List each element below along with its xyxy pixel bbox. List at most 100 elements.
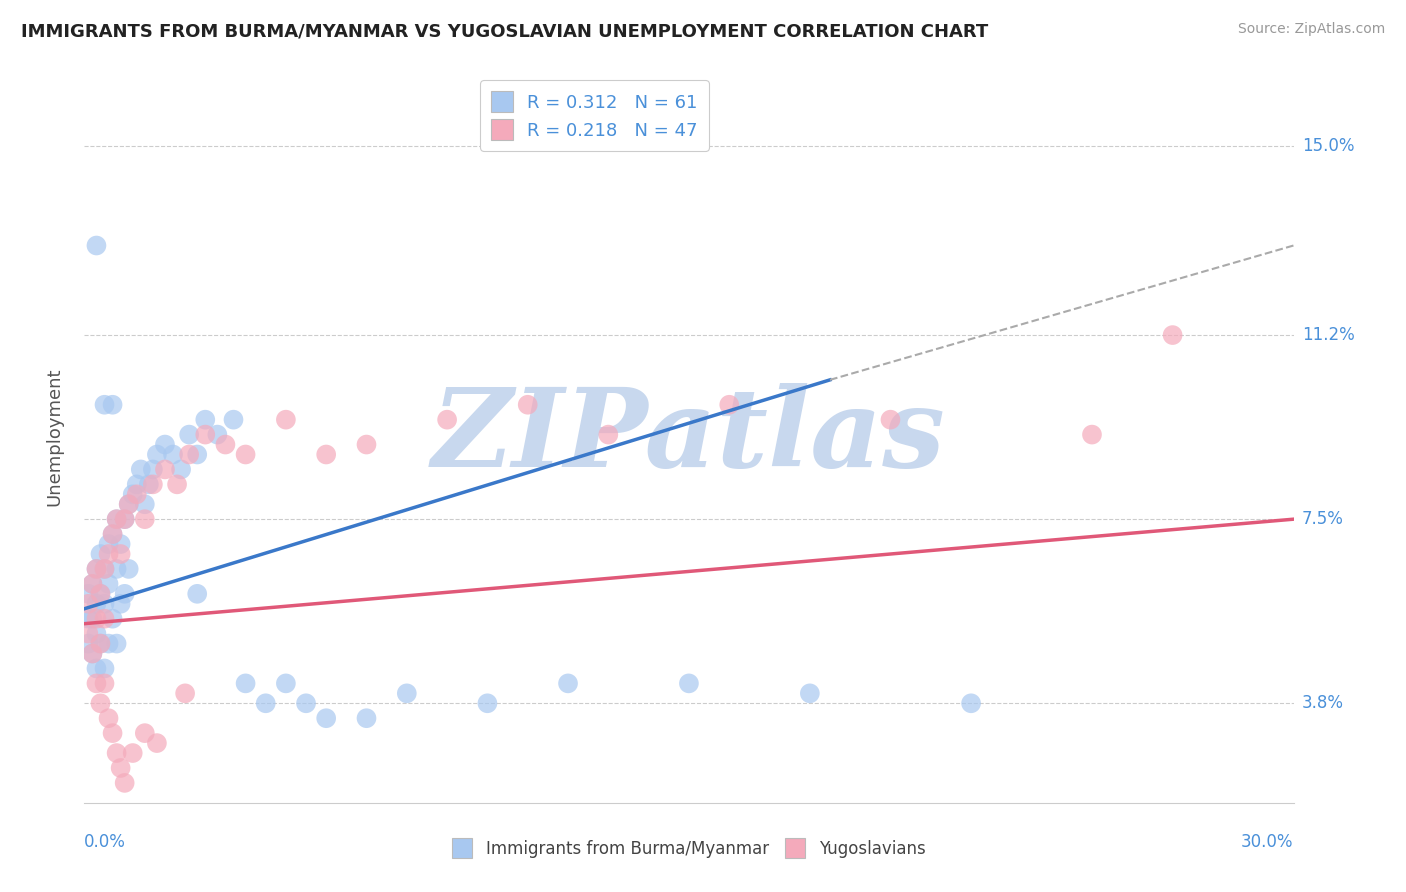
Point [89,636,111,650]
Point [93,562,115,576]
Text: 3.8%: 3.8% [1302,694,1344,713]
Point [960,696,983,710]
Point [598,427,620,442]
Point [356,437,378,451]
Text: 15.0%: 15.0% [1302,137,1354,155]
Point [97,537,120,551]
Point [110,537,132,551]
Point [93,398,115,412]
Point [134,512,156,526]
Point [97,636,120,650]
Point [516,398,538,412]
Point [162,448,184,462]
Point [222,412,245,426]
Point [186,587,208,601]
Point [356,711,378,725]
Point [134,497,156,511]
Point [93,676,115,690]
Text: 7.5%: 7.5% [1302,510,1344,528]
Point [142,462,165,476]
Point [1161,328,1184,343]
Legend: Immigrants from Burma/Myanmar, Yugoslavians: Immigrants from Burma/Myanmar, Yugoslavi… [443,829,935,868]
Point [110,597,132,611]
Text: IMMIGRANTS FROM BURMA/MYANMAR VS YUGOSLAVIAN UNEMPLOYMENT CORRELATION CHART: IMMIGRANTS FROM BURMA/MYANMAR VS YUGOSLA… [21,22,988,40]
Point [110,547,132,561]
Point [678,676,700,690]
Text: 0.0%: 0.0% [84,833,127,851]
Point [799,686,821,700]
Point [101,527,124,541]
Point [77,587,100,601]
Point [93,661,115,675]
Point [110,761,132,775]
Point [179,448,201,462]
Point [118,562,141,576]
Text: 30.0%: 30.0% [1241,833,1294,851]
Point [93,597,115,611]
Point [97,577,120,591]
Point [146,736,169,750]
Point [295,696,318,710]
Point [214,437,236,451]
Point [89,587,111,601]
Point [105,636,128,650]
Point [77,612,100,626]
Point [77,636,100,650]
Point [118,497,141,511]
Point [77,626,100,640]
Point [105,512,128,526]
Point [153,437,176,451]
Point [82,577,104,591]
Point [118,497,141,511]
Point [105,562,128,576]
Point [274,412,297,426]
Point [142,477,165,491]
Y-axis label: Unemployment: Unemployment [45,368,63,507]
Point [89,587,111,601]
Point [134,726,156,740]
Point [718,398,741,412]
Point [82,647,104,661]
Point [235,448,257,462]
Point [194,427,217,442]
Point [436,412,458,426]
Text: Source: ZipAtlas.com: Source: ZipAtlas.com [1237,22,1385,37]
Point [179,427,201,442]
Point [97,547,120,561]
Point [315,711,337,725]
Point [82,612,104,626]
Point [274,676,297,690]
Point [89,547,111,561]
Point [89,696,111,710]
Point [194,412,217,426]
Point [235,676,257,690]
Point [138,477,160,491]
Point [86,562,108,576]
Point [101,726,124,740]
Point [97,711,120,725]
Point [89,636,111,650]
Point [105,512,128,526]
Point [129,462,152,476]
Point [557,676,579,690]
Point [86,562,108,576]
Point [254,696,277,710]
Point [121,487,143,501]
Point [174,686,197,700]
Point [114,587,136,601]
Point [93,562,115,576]
Point [186,448,208,462]
Point [101,398,124,412]
Point [121,746,143,760]
Point [86,612,108,626]
Point [105,746,128,760]
Point [86,597,108,611]
Point [477,696,499,710]
Point [125,477,148,491]
Point [114,776,136,790]
Point [86,661,108,675]
Point [93,612,115,626]
Point [82,577,104,591]
Text: ZIPatlas: ZIPatlas [432,384,946,491]
Point [77,597,100,611]
